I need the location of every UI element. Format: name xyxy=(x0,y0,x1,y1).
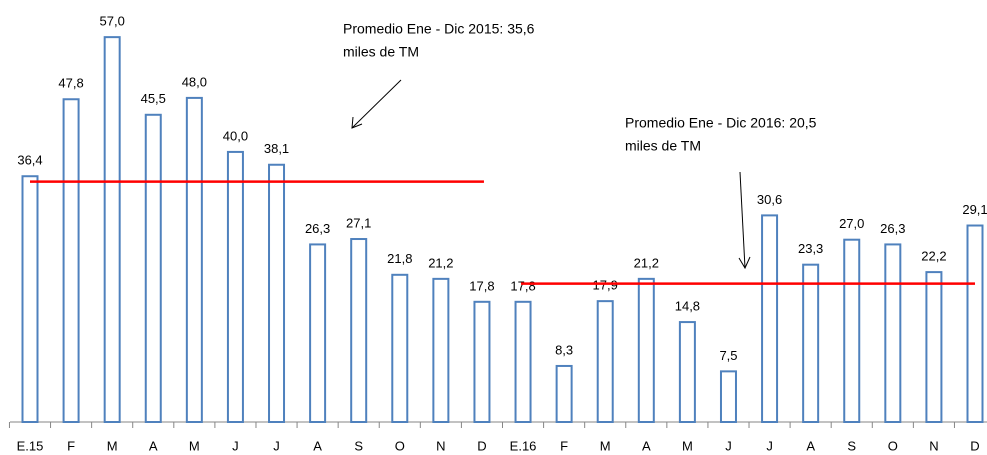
x-tick-label: J xyxy=(232,438,239,453)
value-label: 26,3 xyxy=(880,221,905,236)
x-tick-label: N xyxy=(436,438,445,453)
x-tick-label: O xyxy=(888,438,898,453)
x-tick-label: F xyxy=(67,438,75,453)
value-label: 21,2 xyxy=(428,255,453,270)
bar xyxy=(432,277,450,423)
annotation-2015: Promedio Ene - Dic 2015: 35,6 miles de T… xyxy=(343,21,535,129)
value-label: 7,5 xyxy=(719,348,737,363)
value-label: 17,9 xyxy=(593,278,618,293)
x-tick-label: J xyxy=(725,438,732,453)
bar xyxy=(185,96,203,424)
value-label: 38,1 xyxy=(264,141,289,156)
bar xyxy=(144,113,162,423)
bar xyxy=(103,36,121,424)
value-label: 57,0 xyxy=(100,14,125,29)
value-label: 47,8 xyxy=(58,76,83,91)
value-label: 40,0 xyxy=(223,128,248,143)
bar xyxy=(309,243,327,423)
bar xyxy=(719,370,737,423)
value-label: 14,8 xyxy=(675,299,700,314)
value-label: 45,5 xyxy=(141,91,166,106)
x-tick-label: F xyxy=(560,438,568,453)
bar xyxy=(802,263,820,423)
x-tick-label: M xyxy=(107,438,118,453)
bar xyxy=(678,321,696,424)
bar xyxy=(473,300,491,423)
x-tick-label: M xyxy=(682,438,693,453)
x-tick-label: D xyxy=(477,438,486,453)
bar xyxy=(925,271,943,423)
x-tick-label: A xyxy=(642,438,651,453)
x-tick-label: A xyxy=(149,438,158,453)
bar xyxy=(226,150,244,423)
arrow xyxy=(739,171,746,269)
x-tick-label: A xyxy=(313,438,322,453)
arrow-head xyxy=(351,116,363,129)
x-tick-label: E.16 xyxy=(510,438,537,453)
value-label: 27,1 xyxy=(346,215,371,230)
annotation-2016: Promedio Ene - Dic 2016: 20,5 miles de T… xyxy=(625,115,817,270)
value-label: 26,3 xyxy=(305,221,330,236)
value-label: 21,2 xyxy=(634,255,659,270)
value-label: 48,0 xyxy=(182,74,207,89)
value-label: 8,3 xyxy=(555,342,573,357)
value-label: 22,2 xyxy=(921,249,946,264)
x-tick-label: A xyxy=(806,438,815,453)
bar xyxy=(966,224,984,423)
value-label: 17,8 xyxy=(510,278,535,293)
value-label: 36,4 xyxy=(17,153,42,168)
x-tick-label: S xyxy=(847,438,856,453)
value-label: 21,8 xyxy=(387,251,412,266)
x-tick-label: M xyxy=(600,438,611,453)
x-tick-label: D xyxy=(970,438,979,453)
bar xyxy=(268,163,286,423)
annotation-text: Promedio Ene - Dic 2016: 20,5 xyxy=(625,115,817,131)
arrow-head xyxy=(738,256,751,270)
x-tick-label: M xyxy=(189,438,200,453)
bar xyxy=(637,277,655,423)
x-tick-label: J xyxy=(273,438,280,453)
value-label: 17,8 xyxy=(469,278,494,293)
value-label: 27,0 xyxy=(839,216,864,231)
bar xyxy=(761,214,779,423)
x-tick-label: O xyxy=(395,438,405,453)
bar xyxy=(843,238,861,423)
annotation-text: miles de TM xyxy=(625,138,701,154)
bar xyxy=(21,175,39,423)
x-tick-label: J xyxy=(766,438,773,453)
bar xyxy=(391,273,409,423)
bar xyxy=(514,300,532,423)
x-tick-label: S xyxy=(354,438,363,453)
annotation-text: miles de TM xyxy=(343,44,419,60)
bar xyxy=(350,238,368,423)
annotation-text: Promedio Ene - Dic 2015: 35,6 xyxy=(343,21,535,37)
bar xyxy=(884,243,902,423)
value-label: 30,6 xyxy=(757,192,782,207)
x-tick-label: N xyxy=(929,438,938,453)
x-tick-label: E.15 xyxy=(17,438,44,453)
bar xyxy=(555,364,573,424)
value-label: 23,3 xyxy=(798,241,823,256)
arrow xyxy=(351,79,402,129)
bar xyxy=(596,300,614,423)
value-label: 29,1 xyxy=(962,202,987,217)
bar xyxy=(62,98,80,424)
